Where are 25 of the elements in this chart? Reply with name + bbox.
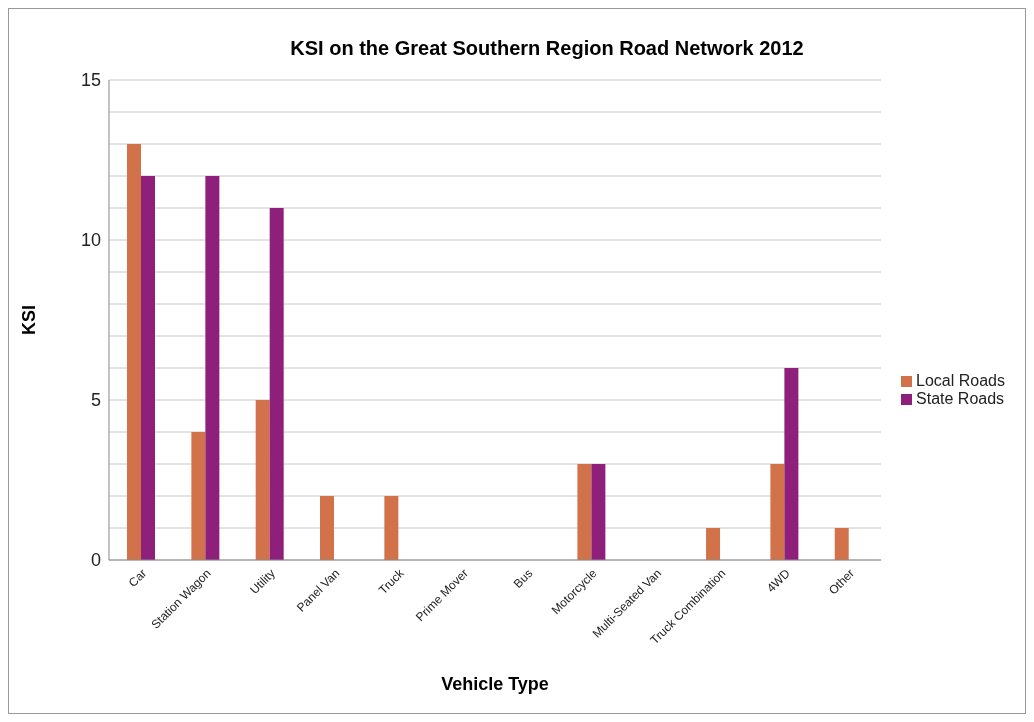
bar: [269, 208, 284, 560]
bar: [141, 176, 156, 560]
y-tick-label: 15: [80, 70, 101, 91]
bar: [834, 528, 849, 560]
bar: [320, 496, 335, 560]
bar: [191, 432, 206, 560]
legend-label: Local Roads: [916, 372, 1005, 389]
y-axis-title: KSI: [19, 304, 40, 336]
bar: [784, 368, 799, 560]
y-tick-label: 0: [90, 550, 101, 571]
x-tick-label: Car: [125, 566, 150, 590]
y-tick-label: 10: [80, 230, 101, 251]
bar: [770, 464, 785, 560]
bar: [577, 464, 592, 560]
bar: [706, 528, 721, 560]
bar: [205, 176, 220, 560]
bar: [127, 144, 142, 560]
bar: [384, 496, 399, 560]
legend-label: State Roads: [916, 390, 1005, 407]
chart-title: KSI on the Great Southern Region Road Network 2012: [289, 37, 805, 60]
x-axis-title: Vehicle Type: [441, 674, 549, 694]
bar: [255, 400, 270, 560]
x-tick-label: Bus: [510, 566, 536, 591]
y-tick-label: 5: [90, 390, 101, 411]
bar: [591, 464, 606, 560]
